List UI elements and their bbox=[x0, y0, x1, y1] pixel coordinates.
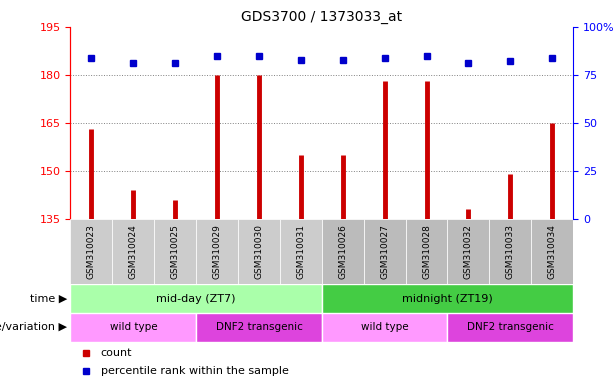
Bar bbox=[196, 219, 238, 284]
Text: GSM310034: GSM310034 bbox=[547, 224, 557, 279]
Bar bbox=[406, 219, 447, 284]
Bar bbox=[196, 313, 322, 342]
Bar bbox=[154, 219, 196, 284]
Bar bbox=[447, 219, 489, 284]
Text: count: count bbox=[101, 348, 132, 358]
Text: wild type: wild type bbox=[361, 322, 408, 333]
Text: GSM310027: GSM310027 bbox=[380, 224, 389, 279]
Bar bbox=[112, 219, 154, 284]
Text: GSM310028: GSM310028 bbox=[422, 224, 431, 279]
Bar bbox=[70, 313, 196, 342]
Title: GDS3700 / 1373033_at: GDS3700 / 1373033_at bbox=[242, 10, 402, 25]
Bar bbox=[322, 313, 447, 342]
Text: GSM310032: GSM310032 bbox=[464, 224, 473, 279]
Bar bbox=[531, 219, 573, 284]
Text: GSM310026: GSM310026 bbox=[338, 224, 348, 279]
Text: percentile rank within the sample: percentile rank within the sample bbox=[101, 366, 289, 376]
Text: GSM310033: GSM310033 bbox=[506, 224, 515, 279]
Text: GSM310023: GSM310023 bbox=[87, 224, 96, 279]
Bar bbox=[280, 219, 322, 284]
Bar bbox=[70, 284, 322, 313]
Text: GSM310024: GSM310024 bbox=[129, 224, 138, 279]
Text: genotype/variation ▶: genotype/variation ▶ bbox=[0, 322, 67, 333]
Bar bbox=[238, 219, 280, 284]
Text: time ▶: time ▶ bbox=[30, 293, 67, 304]
Text: GSM310031: GSM310031 bbox=[296, 224, 305, 279]
Bar bbox=[364, 219, 406, 284]
Text: GSM310029: GSM310029 bbox=[213, 224, 222, 279]
Bar bbox=[489, 219, 531, 284]
Bar bbox=[322, 284, 573, 313]
Text: wild type: wild type bbox=[110, 322, 157, 333]
Bar bbox=[322, 219, 364, 284]
Text: midnight (ZT19): midnight (ZT19) bbox=[402, 293, 493, 304]
Text: GSM310030: GSM310030 bbox=[254, 224, 264, 279]
Bar bbox=[447, 313, 573, 342]
Text: DNF2 transgenic: DNF2 transgenic bbox=[467, 322, 554, 333]
Text: GSM310025: GSM310025 bbox=[170, 224, 180, 279]
Bar bbox=[70, 219, 112, 284]
Text: DNF2 transgenic: DNF2 transgenic bbox=[216, 322, 302, 333]
Text: mid-day (ZT7): mid-day (ZT7) bbox=[156, 293, 236, 304]
